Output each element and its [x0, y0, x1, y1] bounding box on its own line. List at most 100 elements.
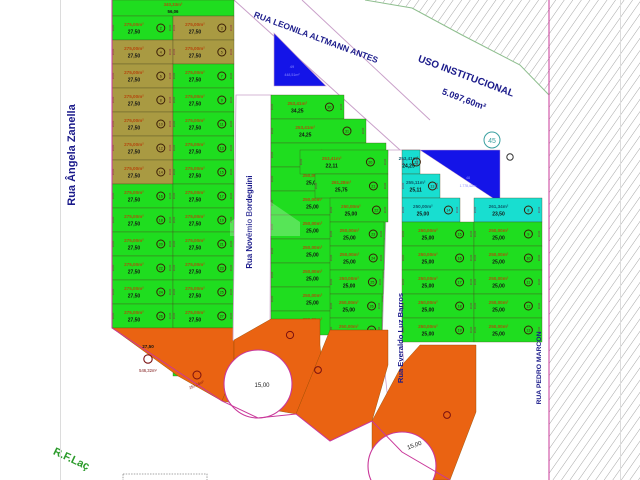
- svg-text:27,50: 27,50: [128, 30, 141, 36]
- svg-text:275,00m²: 275,00m²: [124, 190, 144, 195]
- svg-text:275,00m²: 275,00m²: [124, 142, 144, 147]
- svg-text:250,00m²: 250,00m²: [418, 276, 438, 281]
- svg-text:546,32m²: 546,32m²: [139, 368, 157, 373]
- svg-text:10,00: 10,00: [168, 144, 172, 151]
- svg-text:27,50: 27,50: [189, 78, 202, 84]
- svg-text:250,00m²: 250,00m²: [339, 300, 359, 305]
- svg-text:275,00m²: 275,00m²: [185, 166, 205, 171]
- svg-text:45: 45: [488, 138, 496, 145]
- svg-text:27,50: 27,50: [128, 198, 141, 204]
- svg-text:10,00: 10,00: [329, 206, 333, 213]
- svg-text:10,00: 10,00: [537, 206, 541, 213]
- svg-text:10,00: 10,00: [111, 96, 115, 103]
- svg-text:27,50: 27,50: [128, 246, 141, 252]
- svg-text:27,50: 27,50: [128, 174, 141, 180]
- svg-text:10,00: 10,00: [415, 158, 419, 165]
- svg-text:275,00m²: 275,00m²: [185, 238, 205, 243]
- svg-text:27: 27: [220, 314, 224, 318]
- svg-text:27,50: 27,50: [189, 126, 202, 132]
- svg-text:10,00: 10,00: [168, 72, 172, 79]
- svg-text:10,00: 10,00: [401, 206, 405, 213]
- svg-text:24,25: 24,25: [299, 133, 312, 139]
- svg-text:10,00: 10,00: [270, 271, 274, 278]
- svg-text:27,50: 27,50: [128, 270, 141, 276]
- svg-text:31: 31: [345, 129, 349, 133]
- svg-text:23,50: 23,50: [492, 212, 505, 218]
- svg-text:10,00: 10,00: [329, 230, 333, 237]
- svg-text:Rua Everaldo Luz Barros: Rua Everaldo Luz Barros: [396, 293, 405, 383]
- svg-text:25,00: 25,00: [342, 308, 355, 314]
- svg-text:10,00: 10,00: [473, 278, 477, 285]
- svg-text:275,00m²: 275,00m²: [185, 70, 205, 75]
- svg-text:10,00: 10,00: [229, 192, 233, 199]
- svg-text:10,00: 10,00: [299, 158, 303, 165]
- svg-text:250,00m²: 250,00m²: [339, 276, 359, 281]
- svg-text:25,00: 25,00: [306, 205, 319, 211]
- svg-text:25,00: 25,00: [492, 308, 505, 314]
- svg-text:275,00m²: 275,00m²: [185, 190, 205, 195]
- svg-text:6: 6: [160, 74, 162, 78]
- svg-text:275,00m²: 275,00m²: [185, 214, 205, 219]
- svg-text:10,00: 10,00: [361, 127, 365, 134]
- svg-text:10,00: 10,00: [314, 182, 318, 189]
- svg-text:27,50: 27,50: [189, 30, 202, 36]
- svg-text:10,00: 10,00: [168, 264, 172, 271]
- svg-text:250,00m²: 250,00m²: [303, 269, 323, 274]
- svg-text:25,00: 25,00: [345, 212, 358, 218]
- svg-text:10,00: 10,00: [270, 295, 274, 302]
- svg-text:250,00m²: 250,00m²: [339, 324, 359, 329]
- svg-text:250,00m²: 250,00m²: [418, 324, 438, 329]
- svg-text:27,50: 27,50: [189, 246, 202, 252]
- svg-text:1.778,42m²: 1.778,42m²: [460, 184, 478, 188]
- svg-text:10,00: 10,00: [435, 182, 439, 189]
- svg-text:10,00: 10,00: [172, 144, 176, 151]
- svg-text:25,00: 25,00: [343, 236, 356, 242]
- svg-text:27,50: 27,50: [189, 54, 202, 60]
- svg-text:25,00: 25,00: [422, 284, 435, 290]
- svg-text:10,00: 10,00: [379, 230, 383, 237]
- svg-text:275,00m²: 275,00m²: [124, 70, 144, 75]
- svg-text:275,00m²: 275,00m²: [124, 94, 144, 99]
- svg-text:3: 3: [221, 26, 223, 30]
- svg-text:275,00m²: 275,00m²: [124, 310, 144, 315]
- svg-text:22: 22: [374, 208, 378, 212]
- svg-text:25,00: 25,00: [492, 284, 505, 290]
- svg-text:18: 18: [458, 304, 462, 308]
- svg-text:27,50: 27,50: [128, 150, 141, 156]
- svg-text:10,00: 10,00: [229, 144, 233, 151]
- svg-text:25,00: 25,00: [306, 277, 319, 283]
- svg-text:10,00: 10,00: [270, 127, 274, 134]
- svg-text:10,00: 10,00: [229, 72, 233, 79]
- svg-text:26: 26: [159, 314, 163, 318]
- svg-text:10,00: 10,00: [473, 302, 477, 309]
- svg-text:27,50: 27,50: [128, 54, 141, 60]
- svg-text:10,00: 10,00: [172, 120, 176, 127]
- svg-text:10,00: 10,00: [111, 312, 115, 319]
- svg-text:11: 11: [527, 280, 531, 284]
- svg-text:10,00: 10,00: [455, 206, 459, 213]
- svg-text:250,00m²: 250,00m²: [303, 293, 323, 298]
- svg-text:10,00: 10,00: [339, 103, 343, 110]
- svg-text:10,00: 10,00: [168, 240, 172, 247]
- svg-text:13: 13: [430, 184, 434, 188]
- svg-text:275,00m²: 275,00m²: [185, 310, 205, 315]
- svg-text:21: 21: [371, 184, 375, 188]
- svg-text:10,00: 10,00: [172, 240, 176, 247]
- svg-text:27,50: 27,50: [189, 198, 202, 204]
- svg-text:250,00m²: 250,00m²: [489, 228, 509, 233]
- svg-text:12: 12: [159, 146, 163, 150]
- svg-text:10,00: 10,00: [111, 168, 115, 175]
- svg-text:17: 17: [220, 194, 224, 198]
- svg-text:10,00: 10,00: [229, 288, 233, 295]
- svg-text:25,00: 25,00: [422, 308, 435, 314]
- svg-text:10,00: 10,00: [172, 216, 176, 223]
- svg-text:10,00: 10,00: [229, 312, 233, 319]
- svg-text:261,28m²: 261,28m²: [331, 180, 351, 185]
- svg-text:10: 10: [526, 256, 530, 260]
- svg-text:10,00: 10,00: [469, 230, 473, 237]
- svg-text:10,00: 10,00: [172, 72, 176, 79]
- svg-text:275,00m²: 275,00m²: [124, 286, 144, 291]
- svg-text:27,50: 27,50: [189, 318, 202, 324]
- svg-text:14: 14: [446, 208, 450, 212]
- svg-text:24: 24: [371, 256, 375, 260]
